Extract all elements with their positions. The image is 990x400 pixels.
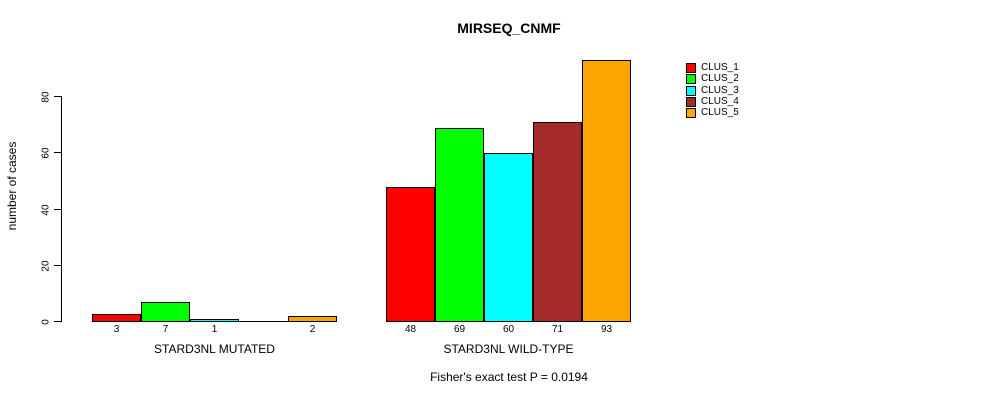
y-axis-tick xyxy=(54,152,61,153)
bar-clus_1-wild-type xyxy=(386,187,435,322)
chart-title: MIRSEQ_CNMF xyxy=(457,20,561,36)
legend-label: CLUS_4 xyxy=(701,95,739,107)
bar-value-label: 93 xyxy=(600,324,613,335)
bar-value-label: 60 xyxy=(502,324,515,335)
y-axis-tick-label: 80 xyxy=(40,91,52,103)
bar-clus_1-mutated xyxy=(92,313,141,322)
y-axis-line xyxy=(61,96,62,322)
bar-value-label: 71 xyxy=(551,324,564,335)
legend-label: CLUS_2 xyxy=(701,73,739,85)
legend-label: CLUS_3 xyxy=(701,84,739,96)
legend-swatch-clus_1 xyxy=(686,63,696,73)
bar-value-label: 48 xyxy=(404,324,417,335)
legend-swatch-clus_4 xyxy=(686,96,696,107)
bar-clus_4-wild-type xyxy=(533,122,582,322)
group-label: STARD3NL WILD-TYPE xyxy=(443,342,574,356)
y-axis-label: number of cases xyxy=(5,141,19,231)
y-axis-tick xyxy=(54,96,61,97)
bar-value-label: 69 xyxy=(453,324,466,335)
legend-label: CLUS_5 xyxy=(701,107,739,119)
legend-label: CLUS_1 xyxy=(701,62,739,73)
bar-clus_5-mutated xyxy=(288,316,337,322)
bar-clus_4-mutated xyxy=(239,321,288,322)
bar-value-label: 3 xyxy=(113,324,120,335)
bar-value-label: 2 xyxy=(309,324,316,335)
legend-swatch-clus_3 xyxy=(686,85,696,96)
bar-clus_3-wild-type xyxy=(484,153,533,322)
y-axis-tick-label: 0 xyxy=(40,319,52,325)
bar-value-label: 1 xyxy=(211,324,218,335)
y-axis-tick-label: 60 xyxy=(40,147,52,159)
bar-clus_2-mutated xyxy=(141,302,190,322)
y-axis-tick xyxy=(54,265,61,266)
bar-clus_3-mutated xyxy=(190,319,239,322)
legend-swatch-clus_5 xyxy=(686,108,696,119)
y-axis-tick xyxy=(54,209,61,210)
bar-clus_5-wild-type xyxy=(582,60,631,322)
bar-clus_2-wild-type xyxy=(435,127,484,322)
y-axis-tick xyxy=(54,321,61,322)
y-axis-tick-label: 20 xyxy=(40,260,52,272)
bar-value-label: 7 xyxy=(162,324,169,335)
subtitle: Fisher's exact test P = 0.0194 xyxy=(430,370,588,384)
group-label: STARD3NL MUTATED xyxy=(154,342,275,356)
legend-swatch-clus_2 xyxy=(686,74,696,85)
y-axis-tick-label: 40 xyxy=(40,203,52,216)
